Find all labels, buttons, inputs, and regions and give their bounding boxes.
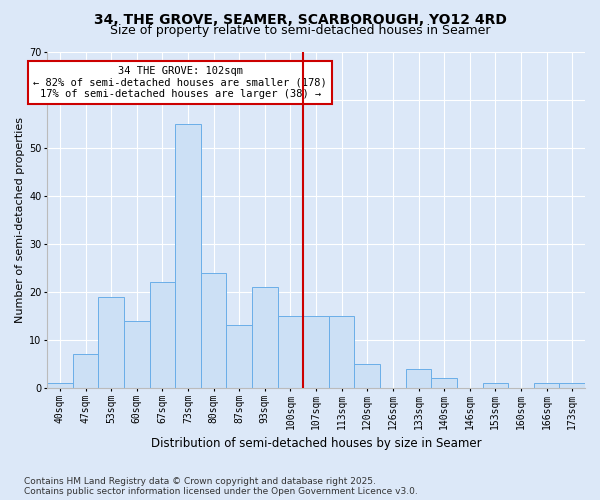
Bar [559, 383, 585, 388]
Bar [47, 383, 73, 388]
Text: 34 THE GROVE: 102sqm
← 82% of semi-detached houses are smaller (178)
17% of semi: 34 THE GROVE: 102sqm ← 82% of semi-detac… [34, 66, 327, 99]
Bar [431, 378, 457, 388]
Text: 34, THE GROVE, SEAMER, SCARBOROUGH, YO12 4RD: 34, THE GROVE, SEAMER, SCARBOROUGH, YO12… [94, 12, 506, 26]
Bar [534, 383, 559, 388]
Bar [329, 316, 355, 388]
Text: Size of property relative to semi-detached houses in Seamer: Size of property relative to semi-detach… [110, 24, 490, 37]
Bar [226, 326, 252, 388]
Bar [201, 272, 226, 388]
Bar [278, 316, 303, 388]
Bar [252, 287, 278, 388]
Bar [303, 316, 329, 388]
Bar [98, 296, 124, 388]
Y-axis label: Number of semi-detached properties: Number of semi-detached properties [15, 116, 25, 322]
Bar [406, 368, 431, 388]
X-axis label: Distribution of semi-detached houses by size in Seamer: Distribution of semi-detached houses by … [151, 437, 481, 450]
Bar [149, 282, 175, 388]
Text: Contains HM Land Registry data © Crown copyright and database right 2025.
Contai: Contains HM Land Registry data © Crown c… [24, 476, 418, 496]
Bar [175, 124, 201, 388]
Bar [73, 354, 98, 388]
Bar [124, 320, 149, 388]
Bar [355, 364, 380, 388]
Bar [482, 383, 508, 388]
